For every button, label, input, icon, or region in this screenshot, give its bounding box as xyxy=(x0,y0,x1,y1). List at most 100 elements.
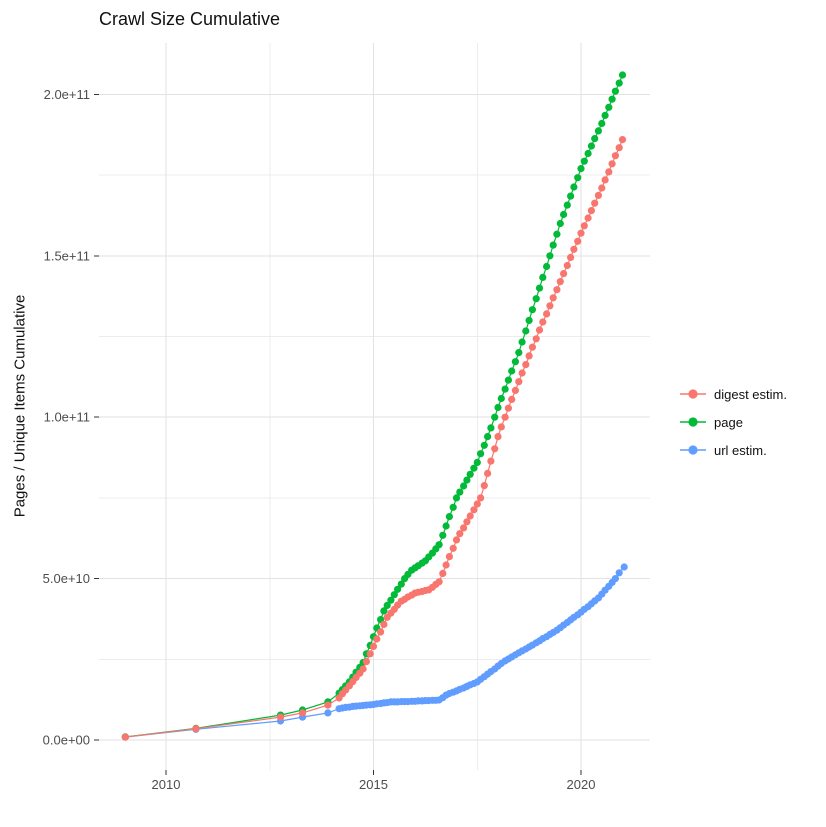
data-point xyxy=(574,174,582,182)
data-point xyxy=(615,569,623,577)
svg-text:2010: 2010 xyxy=(152,777,181,792)
data-point xyxy=(456,488,464,496)
data-point xyxy=(611,152,620,160)
data-point xyxy=(497,423,505,431)
data-point xyxy=(543,310,551,318)
data-point xyxy=(515,378,523,386)
data-point xyxy=(435,541,443,549)
data-point xyxy=(380,620,388,629)
data-point xyxy=(525,316,533,324)
data-point xyxy=(587,142,596,150)
data-point xyxy=(387,596,395,604)
y-axis-title: Pages / Unique Items Cumulative xyxy=(11,294,29,518)
data-point xyxy=(567,192,575,200)
svg-text:0.0e+00: 0.0e+00 xyxy=(43,733,90,748)
legend-item-url: url estim. xyxy=(679,436,787,464)
data-point xyxy=(466,470,474,478)
data-point xyxy=(487,457,495,465)
data-point xyxy=(504,376,512,384)
data-point xyxy=(501,385,509,393)
data-point xyxy=(587,207,596,215)
legend: digest estim. page url estim. xyxy=(679,380,787,464)
data-point xyxy=(362,658,370,666)
data-point xyxy=(445,553,453,561)
data-point xyxy=(380,607,388,615)
data-point xyxy=(591,135,599,143)
svg-text:5.0e+10: 5.0e+10 xyxy=(43,571,90,586)
series-digest-estim- xyxy=(121,136,627,741)
data-point xyxy=(501,413,509,421)
data-point xyxy=(563,261,571,270)
data-point xyxy=(601,176,609,184)
data-point xyxy=(477,450,485,458)
data-point xyxy=(487,424,495,432)
data-point xyxy=(539,318,547,326)
series-url-estim- xyxy=(121,563,628,741)
svg-text:2015: 2015 xyxy=(359,777,388,792)
data-point xyxy=(449,544,457,552)
svg-text:2020: 2020 xyxy=(567,777,596,792)
data-point xyxy=(601,111,609,119)
axis-ticks xyxy=(94,93,582,775)
data-point xyxy=(543,262,551,271)
data-point xyxy=(470,464,478,472)
y-tick-labels: 0.0e+00 5.0e+10 1.0e+11 1.5e+11 2.0e+11 xyxy=(43,87,90,748)
data-point xyxy=(494,433,502,441)
data-point xyxy=(611,575,620,583)
data-point xyxy=(598,184,606,192)
data-point xyxy=(497,394,505,403)
data-point xyxy=(298,709,307,717)
data-point xyxy=(553,230,561,238)
data-point xyxy=(439,531,447,539)
data-point xyxy=(377,628,385,636)
data-point xyxy=(511,358,519,366)
data-point xyxy=(560,210,568,219)
legend-item-digest: digest estim. xyxy=(679,380,787,408)
data-point xyxy=(522,361,530,369)
legend-key-page-icon xyxy=(680,417,706,427)
data-point xyxy=(324,709,332,717)
data-point xyxy=(556,278,564,286)
legend-item-page: page xyxy=(679,408,787,436)
data-point xyxy=(452,536,461,544)
data-point xyxy=(598,119,606,128)
data-point xyxy=(611,87,620,95)
data-point xyxy=(594,127,603,135)
data-point xyxy=(484,433,492,441)
data-point xyxy=(359,665,367,673)
svg-text:1.5e+11: 1.5e+11 xyxy=(44,248,90,263)
data-point xyxy=(574,237,582,245)
data-point xyxy=(584,214,592,222)
data-point xyxy=(508,395,516,403)
data-point xyxy=(369,642,378,651)
data-point xyxy=(570,183,578,191)
data-point xyxy=(480,482,488,490)
data-point xyxy=(276,713,285,721)
data-point xyxy=(549,241,557,249)
data-point xyxy=(618,136,627,144)
data-point xyxy=(591,199,599,207)
data-point xyxy=(570,245,578,253)
data-point xyxy=(460,524,468,532)
data-point xyxy=(494,403,502,412)
data-point xyxy=(473,500,481,508)
data-point xyxy=(470,506,478,514)
data-point xyxy=(511,386,519,394)
svg-text:1.0e+11: 1.0e+11 xyxy=(44,410,90,425)
data-point xyxy=(456,530,464,538)
legend-label: digest estim. xyxy=(714,386,787,402)
data-point xyxy=(463,476,471,484)
data-point xyxy=(567,253,575,261)
data-point xyxy=(442,522,450,530)
legend-key-digest-icon xyxy=(680,389,706,399)
data-point xyxy=(522,327,530,335)
data-point xyxy=(484,469,492,477)
data-point xyxy=(463,518,471,526)
x-tick-labels: 2010 2015 2020 xyxy=(152,777,596,792)
data-point xyxy=(480,441,488,449)
data-point xyxy=(390,591,398,599)
data-point xyxy=(608,95,616,103)
data-point xyxy=(577,165,585,173)
data-point xyxy=(121,733,129,741)
data-point xyxy=(445,513,453,521)
